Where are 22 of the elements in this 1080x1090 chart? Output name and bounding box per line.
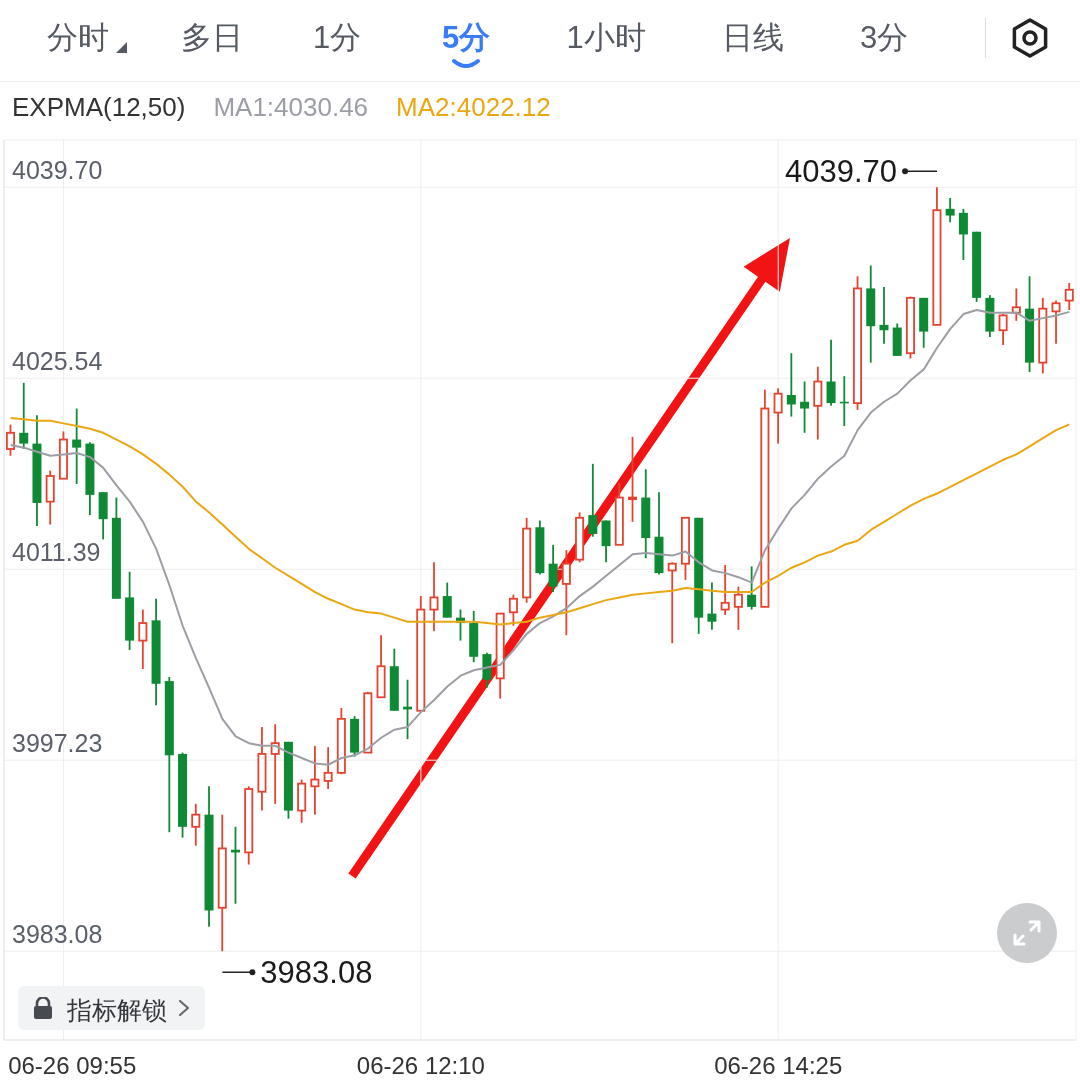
- button: 指标解锁: [18, 986, 205, 1030]
- annotation: 3983.08: [260, 955, 373, 991]
- y-tick-label: 4025.54: [12, 347, 103, 376]
- text: 3分: [859, 19, 909, 57]
- legend-title: EXPMA(12,50): [12, 92, 186, 123]
- text: 分时: [47, 19, 109, 57]
- y-tick-label: 4039.70: [12, 156, 103, 185]
- x-tick-label: 06-26 09:55: [8, 1052, 137, 1079]
- text: 1分: [312, 19, 362, 57]
- annotation: 4039.70: [784, 154, 898, 190]
- text: 日线: [722, 19, 784, 57]
- text: 多日: [181, 19, 243, 57]
- x-tick-label: 06-26 14:25: [714, 1052, 843, 1079]
- text: 5分: [441, 19, 491, 57]
- text: MA1:4030.46: [213, 92, 369, 123]
- x-tick-label: 06-26 12:10: [356, 1052, 485, 1079]
- y-tick-label: 3983.08: [12, 920, 103, 949]
- y-tick-label: 4011.39: [12, 538, 101, 567]
- text: MA2:4022.12: [396, 92, 551, 123]
- y-tick-label: 3997.23: [12, 729, 103, 758]
- text: 1小时: [566, 19, 646, 57]
- annotation: 指标解锁: [67, 995, 167, 1026]
